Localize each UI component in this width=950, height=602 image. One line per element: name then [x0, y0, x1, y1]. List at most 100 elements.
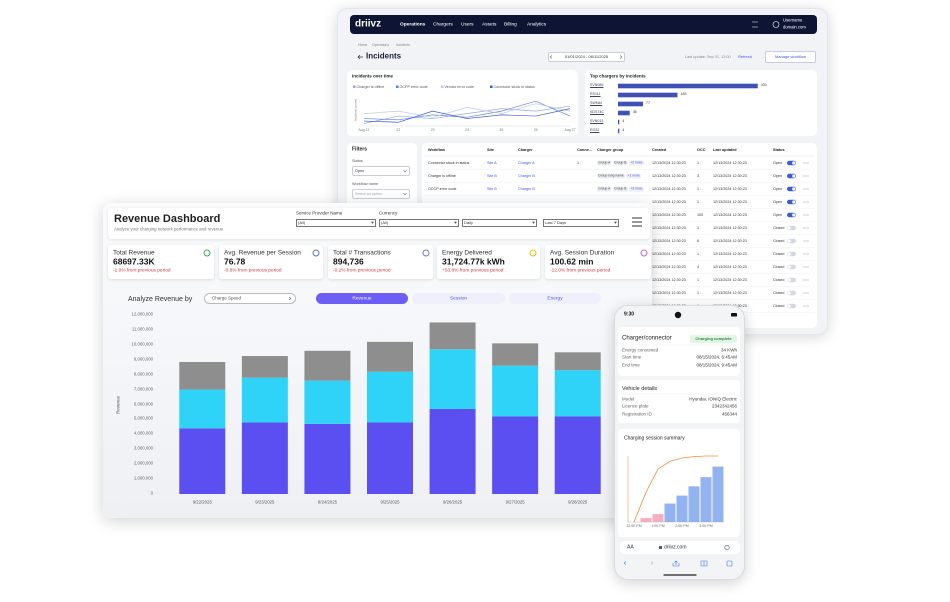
- x-tick-label: 2:00 PM: [675, 524, 689, 529]
- charger-name[interactable]: SDS74C: [590, 110, 604, 115]
- nav-item[interactable]: Assets: [482, 21, 497, 27]
- kpi-value: 76.78: [224, 256, 246, 267]
- x-tick-label: Aug 21: [358, 127, 370, 132]
- table-cell: 1: [697, 251, 700, 256]
- table-cell[interactable]: Charger A: [518, 160, 535, 165]
- kpi-value: 100.62 min: [550, 256, 594, 267]
- group-chip: +1 more: [626, 173, 641, 179]
- dimension-dropdown[interactable]: [204, 293, 296, 304]
- chart-tab[interactable]: [412, 293, 505, 304]
- charger-name[interactable]: RG32: [590, 128, 600, 133]
- kpi-change: -0.2% from previous period: [333, 268, 391, 274]
- x-tick-label: 12:00 PM: [626, 524, 642, 529]
- kpi-change: -0.8% from previous period: [224, 268, 282, 274]
- charger-name[interactable]: SVN013: [590, 119, 604, 124]
- detail-label: Model: [622, 396, 635, 402]
- detail-value: 08/15/2024, 6:45AM: [696, 354, 737, 360]
- kpi-label: Energy Delivered: [442, 248, 492, 256]
- chart-tab[interactable]: [509, 293, 601, 304]
- chart-title: Top chargers by incidents: [590, 73, 646, 79]
- table-cell: 6: [697, 238, 700, 243]
- table-cell: 3: [697, 173, 700, 178]
- table-cell: 12/13/2024 12:30:23: [713, 264, 747, 269]
- table-cell: Closed: [773, 225, 785, 230]
- legend-label: Connector stuck in status: [493, 84, 535, 89]
- nav-item[interactable]: Chargers: [433, 21, 453, 27]
- dashboard-subtitle: Analyze your charging network performanc…: [114, 226, 224, 232]
- table-cell: 1: [697, 160, 700, 165]
- url-bar[interactable]: [620, 541, 740, 554]
- breadcrumb[interactable]: Home: [358, 43, 368, 48]
- last-update: Last update: Sep 01, 12:00: [685, 54, 731, 59]
- filter-select[interactable]: [543, 219, 619, 227]
- table-cell[interactable]: Site B: [487, 173, 497, 178]
- chart-title: Incidents over time: [352, 73, 394, 79]
- refresh-link[interactable]: Refresh: [738, 53, 753, 59]
- legend-label: Charger is offline: [356, 84, 385, 89]
- tab-label: Revenue: [352, 295, 372, 301]
- group-chip: Group B: [612, 186, 628, 192]
- x-tick-label: 9/25/2025: [380, 499, 400, 505]
- y-tick-label: 12,000,000: [131, 311, 153, 317]
- detail-value: 456344: [721, 411, 737, 417]
- table-cell: 12/13/2024 12:30:23: [652, 238, 686, 243]
- text-size-button[interactable]: AA: [627, 543, 634, 550]
- table-cell[interactable]: Site B: [487, 186, 497, 191]
- y-tick-label: 9,000,000: [133, 356, 153, 362]
- table-cell[interactable]: Charger B: [518, 186, 535, 191]
- kpi-card: [219, 245, 323, 279]
- x-tick-label: 9/23/2025: [255, 499, 275, 505]
- detail-label: End time: [622, 362, 640, 368]
- kpi-change: -12.0% from previous period: [550, 268, 611, 274]
- filter-select[interactable]: [379, 219, 459, 227]
- y-tick-label: 2,000,000: [133, 460, 153, 466]
- charger-name[interactable]: RS111: [590, 92, 601, 97]
- x-tick-label: 3:00 PM: [699, 524, 713, 529]
- manage-workflow-button[interactable]: [765, 51, 816, 63]
- value-label: 430: [760, 83, 767, 88]
- logo: driivz: [355, 18, 382, 30]
- status-select[interactable]: [352, 166, 410, 176]
- chart-tab[interactable]: [316, 293, 408, 304]
- status-badge: Charging complete: [695, 335, 732, 341]
- table-cell[interactable]: Site A: [487, 160, 497, 165]
- top-nav: [350, 15, 817, 34]
- column-header: Conne...: [577, 147, 592, 152]
- nav-item[interactable]: Billing: [504, 21, 517, 27]
- filters-title: Filters: [352, 146, 368, 153]
- x-tick-label: 22: [396, 127, 401, 132]
- card-title: Charging session summary: [624, 435, 685, 442]
- group-chip: +2 more: [629, 160, 644, 166]
- filter-value: (All): [298, 219, 306, 225]
- card-title: Charger/connector: [622, 335, 672, 342]
- kpi-card: [545, 245, 651, 279]
- table-cell: Open: [773, 160, 783, 165]
- nav-item[interactable]: Users: [461, 21, 474, 27]
- nav-item[interactable]: Analytics: [527, 21, 547, 27]
- filter-select[interactable]: [462, 219, 537, 227]
- filter-select[interactable]: [296, 219, 376, 227]
- x-tick-label: 9/22/2025: [192, 499, 212, 505]
- user-domain: domain.com: [783, 24, 806, 30]
- kpi-card: [108, 245, 214, 279]
- group-chip: Group A: [597, 160, 612, 166]
- table-cell: 1: [697, 277, 700, 282]
- value-label: 183: [680, 92, 687, 97]
- charger-name[interactable]: SVN085: [590, 83, 604, 88]
- table-cell: 12/13/2024 12:30:23: [652, 277, 686, 282]
- column-header: Workflow: [428, 147, 446, 152]
- nav-item[interactable]: Operations: [400, 21, 426, 27]
- y-tick-label: 11,000,000: [131, 326, 153, 332]
- table-cell: Open: [773, 212, 783, 217]
- table-cell[interactable]: Charger B: [518, 173, 535, 178]
- table-cell: 12/13/2024 12:30:23: [713, 238, 747, 243]
- charger-name[interactable]: SWK84: [590, 101, 603, 106]
- x-tick-label: 9/26/2025: [443, 499, 463, 505]
- table-cell: Open: [773, 173, 783, 178]
- workflow-select[interactable]: [352, 189, 410, 199]
- filter-label: Service Provider Name: [296, 210, 343, 216]
- manage-workflow-label: Manage workflow: [774, 53, 807, 59]
- breadcrumb[interactable]: Operations: [372, 43, 390, 48]
- kpi-change: -1.0% from previous period: [113, 268, 171, 274]
